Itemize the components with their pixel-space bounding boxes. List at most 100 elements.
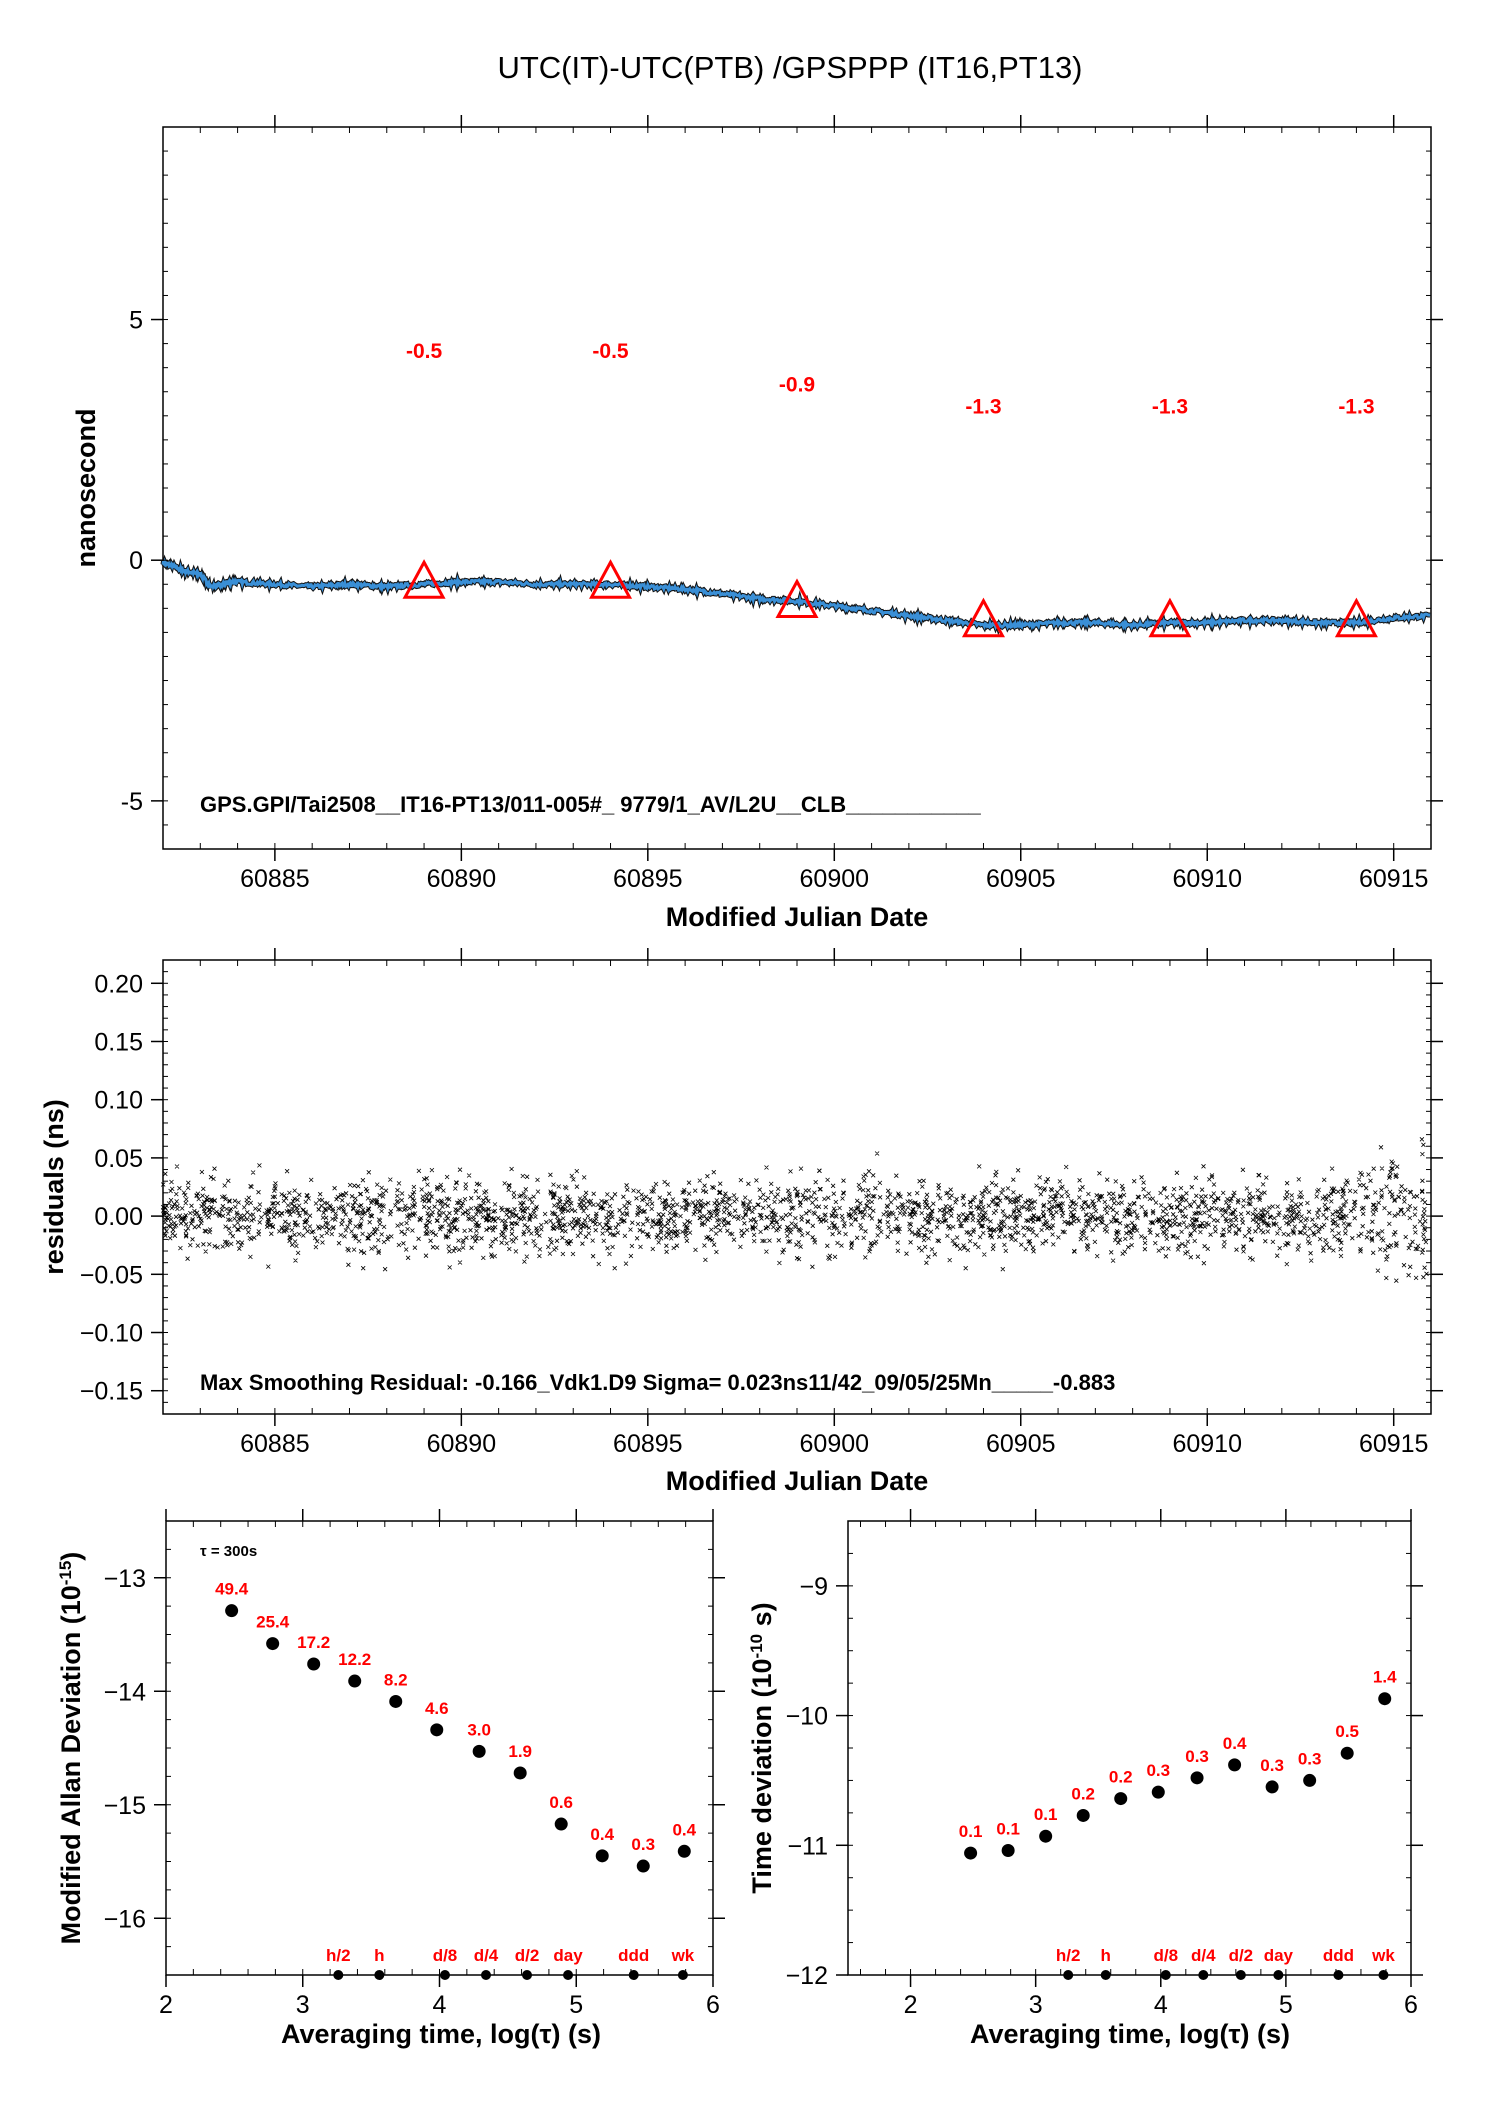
deviation-value-label: 1.9 — [508, 1742, 532, 1761]
plot-frame — [162, 126, 1432, 850]
deviation-value-label: 0.4 — [672, 1820, 696, 1839]
y-tick-label: −0.05 — [80, 1261, 143, 1289]
axes: 2 3 4 5 6 −16 −15 −14 −13 — [104, 1509, 725, 2019]
marker-value-label: -0.5 — [592, 340, 629, 363]
x-axis-label: Averaging time, log(τ) (s) — [970, 2019, 1290, 2049]
x-tick-label: 5 — [1279, 1991, 1293, 2019]
deviation-value-label: 0.3 — [1146, 1761, 1170, 1780]
y-axis-label: residuals (ns) — [39, 1099, 69, 1275]
x-tick-label: 60895 — [613, 1430, 683, 1458]
y-tick-label: 0.10 — [94, 1087, 143, 1115]
deviation-point — [636, 1859, 650, 1873]
y-axis-label-main: Modified Allan Deviation (10 — [56, 1585, 86, 1944]
reference-label: ddd — [1323, 1946, 1354, 1965]
x-tick-label: 60885 — [240, 1430, 310, 1458]
triangle-marker — [1334, 597, 1378, 638]
x-tick-label: 2 — [159, 1991, 173, 2019]
reference-point — [1063, 1970, 1074, 1980]
axes: 2 3 4 5 6 −12 −11 −10 −9 — [786, 1509, 1423, 2019]
y-tick-label: −9 — [799, 1573, 828, 1601]
tau-note: τ = 300s — [200, 1543, 257, 1560]
deviation-point — [677, 1844, 691, 1858]
deviation-point — [554, 1817, 568, 1831]
y-tick-label: 5 — [129, 307, 143, 335]
deviation-value-label: 0.1 — [996, 1819, 1020, 1838]
reference-point — [1160, 1970, 1171, 1980]
deviation-value-label: 0.4 — [1223, 1734, 1247, 1753]
x-tick-label: 5 — [569, 1991, 583, 2019]
deviation-point — [1076, 1808, 1090, 1822]
data-layer: 0.1 0.1 0.1 0.2 0.2 0.3 0.3 0.4 0.3 0.3 0.5 1.4 h/2 h… — [959, 1668, 1397, 1980]
x-tick-label: 60895 — [613, 865, 683, 893]
deviation-point — [472, 1744, 486, 1758]
data-layer — [160, 1137, 1429, 1283]
reference-label: d/4 — [474, 1946, 499, 1965]
reference-point — [1198, 1970, 1209, 1980]
deviation-point — [1340, 1746, 1354, 1760]
reference-point — [333, 1970, 344, 1980]
triangle-marker — [402, 559, 446, 599]
reference-point — [1235, 1970, 1246, 1980]
reference-label: h/2 — [326, 1946, 351, 1965]
marker-value-label: -1.3 — [1338, 395, 1374, 418]
y-tick-label: −10 — [786, 1703, 828, 1731]
deviation-value-label: 0.5 — [1335, 1722, 1359, 1741]
x-tick-label: 60905 — [986, 865, 1056, 893]
residual-points — [160, 1137, 1429, 1283]
axes: 60885 60890 60895 60900 60905 60910 60915 -5 0 5 — [121, 115, 1443, 893]
y-tick-label: −15 — [104, 1792, 146, 1820]
marker-value-label: -0.9 — [779, 374, 815, 397]
deviation-point — [1001, 1843, 1015, 1857]
x-tick-label: 60890 — [427, 865, 497, 893]
y-tick-label: −12 — [786, 1962, 828, 1990]
reference-point — [677, 1970, 688, 1980]
reference-point — [439, 1970, 450, 1980]
panel-time-series: -0.5 -0.5 -0.9 -1.3 -1.3 -1.3 60885 60890 60895… — [71, 115, 1443, 932]
x-tick-label: 60910 — [1172, 865, 1242, 893]
reference-point — [563, 1970, 574, 1980]
deviation-value-label: 0.4 — [590, 1825, 614, 1844]
reference-label: wk — [671, 1946, 695, 1965]
deviation-value-label: 0.3 — [1260, 1756, 1284, 1775]
x-tick-label: 2 — [904, 1991, 918, 2019]
y-tick-label: −11 — [787, 1832, 828, 1860]
reference-point — [1100, 1970, 1111, 1980]
deviation-point — [513, 1766, 527, 1780]
reference-label: d/8 — [1154, 1946, 1179, 1965]
x-tick-label: 60900 — [800, 1430, 870, 1458]
x-tick-label: 60905 — [986, 1430, 1056, 1458]
deviation-point — [1190, 1771, 1204, 1785]
deviation-value-label: 0.6 — [549, 1793, 573, 1812]
deviation-value-label: 0.2 — [1071, 1784, 1095, 1803]
deviation-point — [1378, 1692, 1392, 1706]
y-axis-label: nanosecond — [71, 408, 101, 567]
y-tick-label: -5 — [121, 788, 143, 816]
deviation-value-label: 3.0 — [467, 1720, 491, 1739]
y-tick-label: −0.15 — [80, 1378, 143, 1406]
marker-value-label: -0.5 — [406, 340, 443, 363]
y-tick-label: 0.05 — [94, 1145, 143, 1173]
deviation-value-label: 0.3 — [1298, 1749, 1322, 1768]
y-axis-label: Modified Allan Deviation (10-15) — [56, 1552, 86, 1945]
reference-label: h/2 — [1056, 1946, 1081, 1965]
reference-label: d/2 — [515, 1946, 540, 1965]
reference-point — [1333, 1970, 1344, 1980]
triangle-marker — [775, 578, 819, 619]
deviation-value-label: 25.4 — [256, 1613, 290, 1632]
reference-label: d/4 — [1191, 1946, 1216, 1965]
deviation-point — [595, 1849, 609, 1863]
y-axis-label-exponent: -10 — [747, 1634, 766, 1659]
deviation-value-label: 49.4 — [215, 1580, 249, 1599]
x-tick-label: 60890 — [427, 1430, 497, 1458]
y-tick-label: −16 — [104, 1905, 146, 1933]
deviation-value-label: 0.3 — [631, 1835, 655, 1854]
y-tick-label: 0.15 — [94, 1028, 143, 1056]
x-tick-label: 6 — [706, 1991, 720, 2019]
deviation-point — [1265, 1780, 1279, 1794]
reference-point — [628, 1970, 639, 1980]
x-tick-label: 4 — [433, 1991, 447, 2019]
annotation-text: Max Smoothing Residual: -0.166_Vdk1.D9 S… — [200, 1370, 1115, 1395]
triangle-marker — [961, 597, 1005, 638]
plot-frame — [847, 1520, 1412, 1976]
